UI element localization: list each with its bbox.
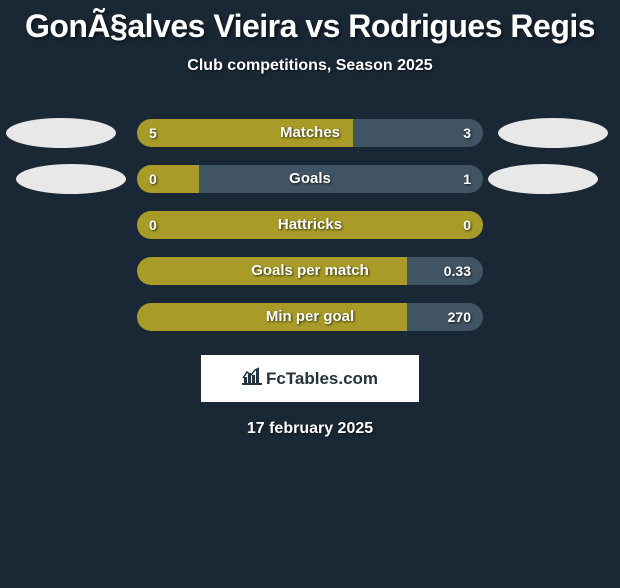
stat-value-right: 0.33 — [444, 257, 471, 285]
stat-value-right: 1 — [463, 165, 471, 193]
comparison-row: 270Min per goal — [0, 301, 620, 347]
logo-text: FcTables.com — [266, 369, 378, 389]
stat-bar: 0.33Goals per match — [137, 257, 483, 285]
stat-bar-right-fill — [407, 303, 483, 331]
stat-value-right: 0 — [463, 211, 471, 239]
stat-bar-left-fill — [137, 211, 483, 239]
stat-bar: 53Matches — [137, 119, 483, 147]
stat-value-left: 0 — [149, 211, 157, 239]
comparison-row: 00Hattricks — [0, 209, 620, 255]
team-logo-right — [488, 164, 598, 194]
stat-bar-left-fill — [137, 257, 407, 285]
stat-bar-right-fill — [199, 165, 483, 193]
comparison-row: 0.33Goals per match — [0, 255, 620, 301]
stat-value-left: 5 — [149, 119, 157, 147]
stat-bar: 01Goals — [137, 165, 483, 193]
stat-bar: 00Hattricks — [137, 211, 483, 239]
logo-box[interactable]: FcTables.com — [201, 355, 419, 402]
team-logo-left — [6, 118, 116, 148]
stat-value-left: 0 — [149, 165, 157, 193]
bar-chart-icon — [242, 367, 262, 390]
comparison-row: 01Goals — [0, 163, 620, 209]
subtitle: Club competitions, Season 2025 — [0, 57, 620, 75]
date-text: 17 february 2025 — [0, 420, 620, 438]
team-logo-left — [16, 164, 126, 194]
stat-bar: 270Min per goal — [137, 303, 483, 331]
stat-value-right: 270 — [448, 303, 471, 331]
stat-bar-left-fill — [137, 119, 353, 147]
page-title: GonÃ§alves Vieira vs Rodrigues Regis — [0, 8, 620, 45]
comparison-row: 53Matches — [0, 117, 620, 163]
stat-bar-left-fill — [137, 165, 199, 193]
logo: FcTables.com — [242, 367, 378, 390]
comparison-rows: 53Matches01Goals00Hattricks0.33Goals per… — [0, 117, 620, 347]
team-logo-right — [498, 118, 608, 148]
stat-value-right: 3 — [463, 119, 471, 147]
stat-bar-left-fill — [137, 303, 407, 331]
